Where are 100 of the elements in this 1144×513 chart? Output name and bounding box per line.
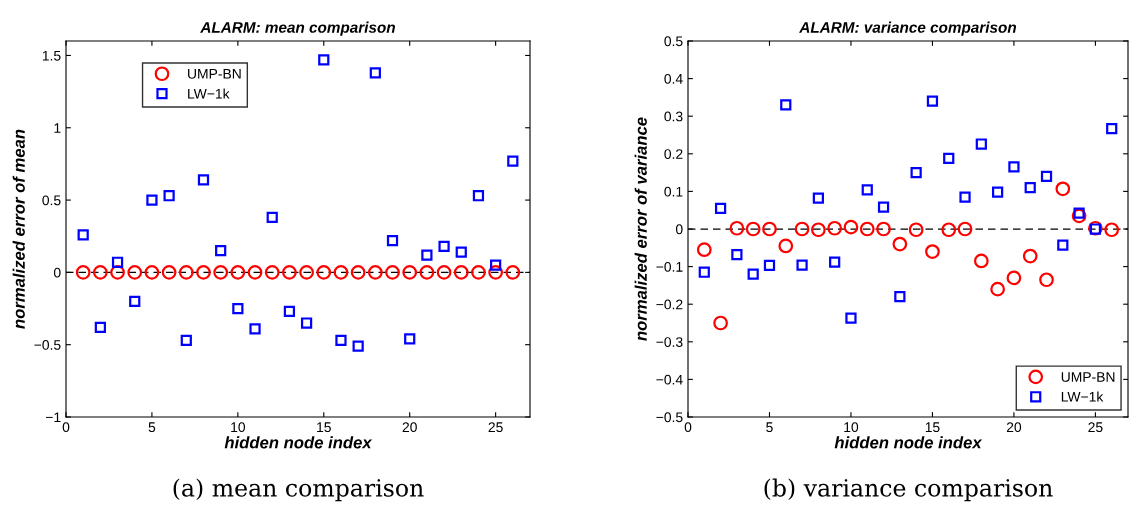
- y-tick-label: 0.4: [664, 73, 683, 84]
- point: [941, 222, 957, 238]
- point: [747, 268, 759, 280]
- point: [1055, 181, 1071, 197]
- y-tick-label: 0.3: [664, 111, 683, 122]
- point: [266, 211, 278, 224]
- legend-label: UMP-BN: [1061, 372, 1115, 382]
- x-tick-label: 15: [317, 422, 331, 433]
- x-tick-label: 0: [684, 422, 692, 433]
- point: [845, 312, 857, 324]
- point: [1024, 182, 1036, 194]
- point: [1106, 122, 1118, 135]
- point: [215, 245, 227, 257]
- point: [352, 340, 364, 352]
- point: [1022, 248, 1038, 264]
- point: [230, 265, 246, 280]
- point: [859, 221, 875, 237]
- point: [127, 265, 143, 280]
- legend-label: LW−1k: [188, 88, 230, 99]
- point: [843, 219, 859, 235]
- y-tick-label: −0.2: [656, 299, 683, 310]
- point: [472, 190, 485, 202]
- point: [910, 166, 922, 179]
- x-tick-label: 25: [488, 422, 503, 433]
- x-tick-label: 10: [231, 422, 246, 433]
- x-tick-label: 25: [1088, 422, 1103, 433]
- point: [299, 265, 314, 280]
- point: [300, 317, 313, 329]
- point: [163, 190, 175, 202]
- point: [144, 265, 160, 280]
- point: [973, 253, 989, 269]
- point: [794, 221, 810, 237]
- point: [421, 249, 433, 261]
- point: [402, 265, 418, 280]
- point: [247, 265, 263, 280]
- point: [455, 246, 467, 258]
- point: [1008, 161, 1020, 173]
- y-axis-title: normalized error of variance: [634, 117, 647, 341]
- point: [877, 201, 890, 213]
- point: [975, 138, 987, 150]
- y-tick-label: 1.5: [42, 50, 61, 61]
- chart-title: ALARM: variance comparison: [799, 21, 1017, 36]
- y-tick-label: −0.5: [34, 340, 61, 350]
- point: [213, 265, 229, 280]
- point: [1073, 207, 1085, 219]
- point: [812, 192, 824, 204]
- point: [404, 333, 416, 345]
- point: [350, 265, 366, 280]
- y-tick-label: 0: [675, 224, 683, 235]
- point: [1039, 272, 1054, 288]
- point: [490, 259, 502, 271]
- y-tick-label: −1: [45, 412, 61, 423]
- point: [763, 259, 776, 272]
- point: [762, 221, 777, 237]
- point: [386, 234, 399, 247]
- point: [178, 265, 194, 280]
- x-tick-label: 0: [62, 422, 70, 433]
- point: [729, 220, 745, 236]
- y-tick-label: 0.5: [42, 195, 61, 206]
- x-tick-label: 10: [844, 422, 859, 433]
- point: [94, 321, 106, 333]
- point: [778, 238, 794, 254]
- point: [438, 240, 450, 252]
- y-tick-label: 0.5: [664, 36, 683, 47]
- point: [1006, 270, 1022, 286]
- y-axis-title: normalized error of mean: [12, 129, 25, 329]
- point: [197, 174, 210, 186]
- point: [892, 236, 908, 252]
- point: [796, 259, 808, 271]
- point: [385, 265, 400, 280]
- point: [505, 265, 521, 280]
- point: [75, 265, 91, 280]
- y-tick-label: −0.1: [656, 261, 683, 272]
- point: [453, 265, 469, 280]
- point: [908, 222, 924, 238]
- point: [811, 222, 826, 238]
- text: (a) mean comparison: [173, 478, 424, 502]
- point: [943, 152, 955, 164]
- point: [926, 95, 939, 107]
- point: [1040, 170, 1053, 182]
- point: [282, 265, 297, 280]
- text: (b) variance comparison: [764, 478, 1053, 502]
- x-tick-label: 20: [402, 422, 417, 433]
- point: [894, 291, 906, 303]
- point: [990, 281, 1005, 297]
- point: [1057, 239, 1069, 251]
- point: [992, 186, 1004, 198]
- x-tick-label: 5: [766, 422, 773, 433]
- point: [829, 256, 841, 268]
- x-tick-label: 20: [1006, 422, 1022, 433]
- y-tick-label: −0.3: [656, 337, 683, 347]
- point: [507, 155, 519, 167]
- point: [367, 265, 383, 280]
- legend-label: UMP-BN: [188, 69, 241, 79]
- point: [419, 265, 435, 280]
- point: [714, 202, 727, 214]
- point: [488, 265, 503, 280]
- x-tick-label: 15: [925, 422, 940, 433]
- point: [1104, 222, 1120, 238]
- y-tick-label: 0.1: [664, 186, 683, 197]
